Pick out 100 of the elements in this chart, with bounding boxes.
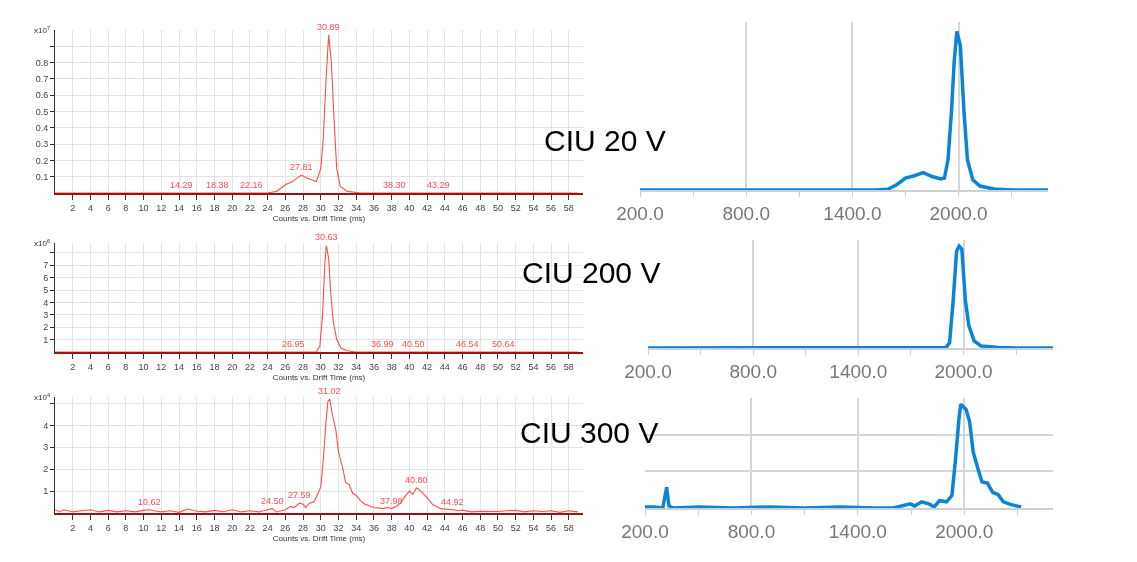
annotation: 10.62 [138, 497, 161, 507]
x-tick-label: 2000.0 [934, 360, 993, 382]
x-tick-label: 40 [404, 361, 415, 372]
x-tick-label: 52 [510, 361, 521, 372]
x-tick-label: 32 [333, 361, 344, 372]
x-tick-label: 2 [70, 522, 76, 533]
chart-title: CIU 300 V [520, 416, 659, 449]
x-tick-label: 18 [209, 522, 220, 533]
annotation: 37.98 [380, 496, 403, 506]
x-tick-label: 8 [123, 361, 129, 372]
x-tick-label: 58 [563, 522, 574, 533]
text: CIU 20 V [544, 124, 666, 157]
x-tick-label: 42 [422, 361, 433, 372]
x-tick-label: 58 [563, 202, 574, 213]
x-tick-label: 6 [105, 202, 111, 213]
x-tick-label: 800.0 [722, 202, 770, 224]
x-tick-label: 52 [510, 202, 521, 213]
x-tick-label: 4 [87, 361, 93, 372]
chart-title: CIU 200 V [522, 256, 661, 289]
x-tick-label: 10 [138, 361, 149, 372]
y-tick-label: 7 [43, 260, 49, 271]
x-tick-label: 34 [351, 361, 362, 372]
annotation: 18.38 [206, 180, 229, 190]
annotation: 27.81 [290, 162, 313, 172]
x-tick-label: 58 [563, 361, 574, 372]
x-tick-label: 30 [315, 202, 326, 213]
y-tick-label: 3 [43, 442, 49, 453]
annotation: 24.50 [261, 496, 284, 506]
x-tick-label: 14 [174, 361, 185, 372]
y-tick-label: 0.7 [35, 74, 49, 85]
x-axis-title: Counts vs. Drift Time (ms) [272, 534, 366, 544]
x-tick-label: 30 [315, 361, 326, 372]
x-tick-label: 44 [439, 202, 450, 213]
x-tick-label: 10 [138, 202, 149, 213]
y-axis-title: x10$^{7}$ [34, 25, 51, 36]
x-tick-label: 36 [368, 361, 379, 372]
y-tick-label: 0.1 [35, 171, 49, 182]
y-tick-label: 1 [43, 334, 49, 345]
x-tick-label: 38 [386, 361, 397, 372]
x-tick-label: 2 [70, 202, 76, 213]
x-tick-label: 38 [386, 202, 397, 213]
x-tick-label: 32 [333, 202, 344, 213]
x-tick-label: 14 [174, 522, 185, 533]
x-tick-label: 2 [70, 361, 76, 372]
x-tick-label: 24 [262, 202, 273, 213]
y-tick-label: 3 [43, 309, 49, 320]
y-tick-label: 0.3 [35, 139, 49, 150]
annotation: 40.50 [402, 339, 425, 349]
annotation: 36.99 [371, 339, 394, 349]
x-tick-label: 20 [227, 361, 238, 372]
x-tick-label: 20 [227, 522, 238, 533]
annotation: 30.63 [315, 232, 338, 242]
x-tick-label: 52 [510, 522, 521, 533]
x-tick-label: 18 [209, 361, 220, 372]
x-tick-label: 18 [209, 202, 220, 213]
x-tick-label: 44 [439, 361, 450, 372]
x-axis-title: Counts vs. Drift Time (ms) [272, 214, 366, 224]
x-axis-title: Counts vs. Drift Time (ms) [272, 373, 366, 383]
x-tick-label: 16 [191, 522, 202, 533]
x-tick-label: 50 [492, 361, 503, 372]
x-tick-label: 800.0 [729, 360, 777, 382]
x-tick-label: 56 [546, 361, 557, 372]
y-tick-label: 2 [43, 322, 49, 333]
x-tick-label: 54 [528, 361, 539, 372]
x-tick-label: 34 [351, 202, 362, 213]
x-tick-label: 1400.0 [828, 520, 887, 542]
x-tick-label: 6 [105, 522, 111, 533]
annotation: 30.89 [317, 22, 340, 32]
annotation: 26.95 [282, 339, 305, 349]
x-tick-label: 800.0 [727, 520, 776, 542]
y-tick-label: 1 [43, 486, 49, 497]
x-tick-label: 42 [422, 522, 433, 533]
x-tick-label: 56 [546, 522, 557, 533]
x-tick-label: 1400.0 [829, 360, 888, 382]
annotation: 14.29 [170, 180, 193, 190]
x-tick-label: 8 [123, 202, 129, 213]
annotation: 46.54 [456, 339, 479, 349]
x-tick-label: 48 [475, 522, 486, 533]
x-tick-label: 10 [138, 522, 149, 533]
x-tick-label: 36 [368, 522, 379, 533]
y-tick-label: 0.2 [35, 155, 49, 166]
x-tick-label: 2000.0 [935, 520, 994, 542]
annotation: 40.80 [405, 475, 428, 485]
annotation: 44.92 [441, 497, 464, 507]
x-tick-label: 26 [280, 202, 291, 213]
y-tick-label: 4 [43, 420, 49, 431]
x-tick-label: 26 [280, 522, 291, 533]
x-tick-label: 200.0 [624, 360, 672, 382]
y-tick-label: 4 [43, 297, 49, 308]
x-tick-label: 46 [457, 361, 468, 372]
x-tick-label: 46 [457, 522, 468, 533]
y-tick-label: 0.4 [35, 122, 49, 133]
x-tick-label: 30 [315, 522, 326, 533]
x-tick-label: 2000.0 [929, 202, 988, 224]
x-tick-label: 22 [244, 361, 255, 372]
x-tick-label: 16 [191, 361, 202, 372]
y-axis-title: x10$^{4}$ [34, 392, 51, 403]
x-tick-label: 56 [546, 202, 557, 213]
x-tick-label: 20 [227, 202, 238, 213]
x-tick-label: 54 [528, 202, 539, 213]
